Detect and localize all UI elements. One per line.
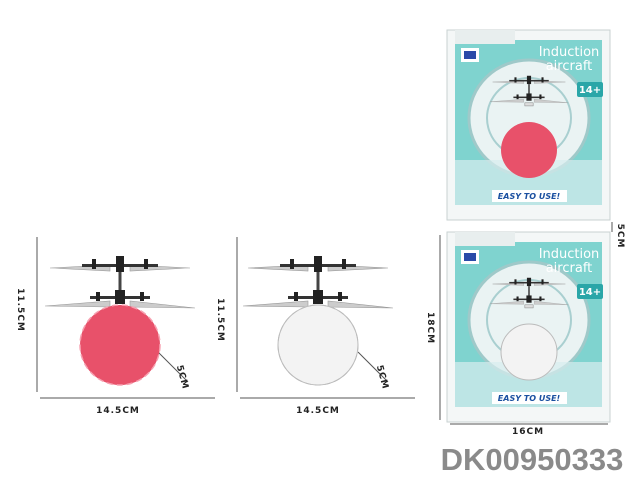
depth-line bbox=[357, 351, 389, 383]
ball bbox=[500, 323, 558, 381]
slogan: EASY TO USE! bbox=[498, 192, 561, 201]
ball-cracks bbox=[277, 304, 359, 386]
brand-line1: Induction bbox=[539, 247, 600, 262]
age: 14+ bbox=[579, 85, 601, 96]
ball-cracks bbox=[79, 304, 161, 386]
brand-line2: aircraft bbox=[546, 59, 593, 74]
depth-label: 5CM bbox=[374, 364, 390, 391]
depth-line bbox=[157, 351, 189, 383]
width-label: 14.5CM bbox=[296, 406, 340, 416]
package-height-label: 18CM bbox=[425, 312, 435, 344]
slogan: EASY TO USE! bbox=[498, 394, 561, 403]
package-depth-label: 5CM bbox=[615, 224, 625, 249]
ball bbox=[501, 122, 557, 178]
width-label: 14.5CM bbox=[96, 406, 140, 416]
product-white: 11.5CM 14.5CM 5CM bbox=[215, 237, 415, 416]
item-code: DK00950333 bbox=[441, 442, 624, 477]
package-pink: Induction aircraft 14+ EASY TO USE! bbox=[447, 30, 610, 220]
product-pink: 11.5CM 14.5CM 5CM bbox=[15, 237, 215, 416]
height-label: 11.5CM bbox=[15, 288, 25, 332]
package-white: Induction aircraft 14+ EASY TO USE! bbox=[447, 232, 610, 422]
ball bbox=[80, 305, 160, 385]
depth-label: 5CM bbox=[174, 364, 190, 391]
brand-line2: aircraft bbox=[546, 261, 593, 276]
height-label: 11.5CM bbox=[215, 298, 225, 342]
brand-line1: Induction bbox=[539, 45, 600, 60]
age: 14+ bbox=[579, 287, 601, 298]
package-width-label: 16CM bbox=[512, 427, 544, 437]
